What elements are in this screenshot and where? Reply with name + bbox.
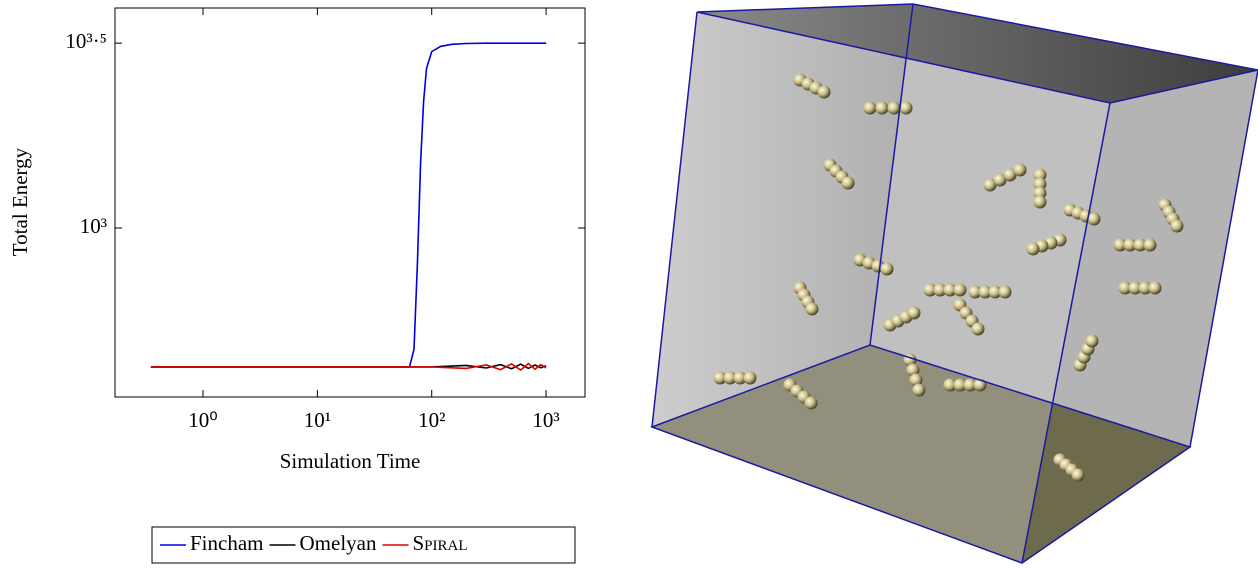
particle xyxy=(988,285,1002,299)
plot: 10⁰ 10¹ 10² 10³ 10³ 10³·⁵ Fincham Omelyan Spiral xyxy=(65,8,585,555)
particle xyxy=(723,371,737,385)
particle xyxy=(1143,238,1157,252)
particle xyxy=(993,173,1007,187)
floor xyxy=(652,345,1190,563)
particle xyxy=(906,363,920,377)
particle xyxy=(1148,281,1162,295)
particle xyxy=(887,101,901,115)
render-box xyxy=(649,3,1258,564)
particle xyxy=(943,378,957,392)
particle xyxy=(804,396,818,410)
particle xyxy=(953,283,967,297)
particle xyxy=(998,285,1012,299)
particle xyxy=(923,283,937,297)
particle xyxy=(909,373,923,387)
legend xyxy=(151,526,576,564)
particle xyxy=(817,85,831,99)
particle xyxy=(1033,168,1047,182)
x-tick-label: 10¹ xyxy=(304,408,331,432)
particle xyxy=(1026,242,1040,256)
particle xyxy=(933,283,947,297)
particle xyxy=(805,302,819,316)
legend-label: Omelyan xyxy=(300,531,377,555)
particle xyxy=(1013,163,1027,177)
particle xyxy=(907,306,921,320)
series-line xyxy=(150,362,547,372)
top-face xyxy=(697,4,1258,103)
particle xyxy=(1113,238,1127,252)
particle xyxy=(1087,212,1101,226)
plot-frame xyxy=(114,7,586,398)
particle xyxy=(943,283,957,297)
particle xyxy=(1033,195,1047,209)
particle xyxy=(713,371,727,385)
particle xyxy=(912,383,926,397)
y-axis-label: Total Energy xyxy=(8,147,32,256)
front-face xyxy=(652,12,1110,563)
particle xyxy=(1033,186,1047,200)
x-tick-label: 10⁰ xyxy=(188,408,217,432)
x-tick-label: 10² xyxy=(418,408,445,432)
particle xyxy=(1085,334,1099,348)
particle xyxy=(1003,168,1017,182)
particle xyxy=(978,285,992,299)
particle xyxy=(1133,238,1147,252)
y-tick-label: 10³ xyxy=(80,214,107,238)
back-wall xyxy=(870,4,1258,447)
particle xyxy=(1123,238,1137,252)
legend-label: Spiral xyxy=(412,531,467,555)
particle xyxy=(899,101,913,115)
particle xyxy=(733,371,747,385)
particle xyxy=(1138,281,1152,295)
particle xyxy=(963,378,977,392)
particles xyxy=(713,73,1184,482)
particle xyxy=(968,285,982,299)
particle xyxy=(880,262,894,276)
box-edges xyxy=(649,3,1258,564)
legend-label: Fincham xyxy=(190,531,264,555)
particle xyxy=(743,371,757,385)
x-axis-label: Simulation Time xyxy=(280,449,421,473)
particle xyxy=(1033,177,1047,191)
particle xyxy=(1128,281,1142,295)
particle xyxy=(971,322,985,336)
series-line xyxy=(150,42,547,368)
left-wall xyxy=(652,4,913,427)
particle xyxy=(875,101,889,115)
particle xyxy=(1071,468,1085,482)
particle xyxy=(863,101,877,115)
particle xyxy=(953,378,967,392)
particle xyxy=(983,178,997,192)
particle xyxy=(1118,281,1132,295)
y-tick-label: 10³·⁵ xyxy=(65,29,107,53)
particle xyxy=(1170,219,1184,233)
x-tick-label: 10³ xyxy=(532,408,559,432)
particle xyxy=(841,176,855,190)
